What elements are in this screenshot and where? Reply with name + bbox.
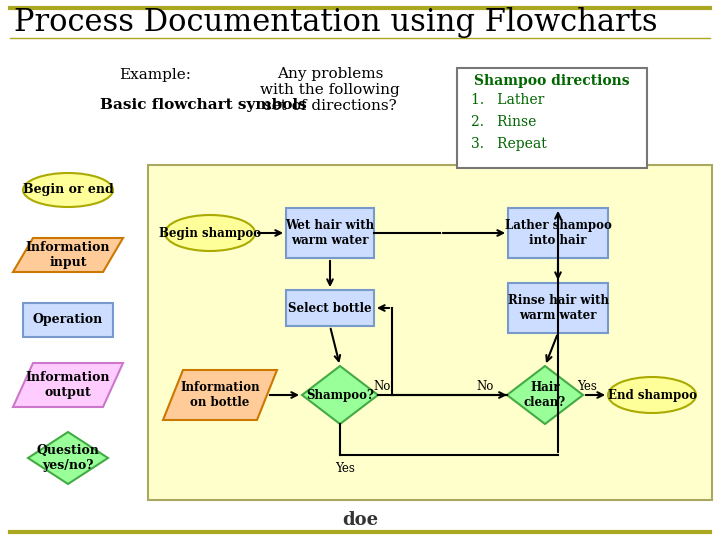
- FancyBboxPatch shape: [286, 208, 374, 258]
- Polygon shape: [13, 363, 123, 407]
- Polygon shape: [302, 366, 378, 424]
- Text: Rinse hair with
warm water: Rinse hair with warm water: [508, 294, 608, 322]
- FancyBboxPatch shape: [148, 165, 712, 500]
- Text: Lather shampoo
into hair: Lather shampoo into hair: [505, 219, 611, 247]
- Text: 2.   Rinse: 2. Rinse: [471, 115, 536, 129]
- FancyBboxPatch shape: [286, 290, 374, 326]
- Polygon shape: [28, 432, 108, 484]
- FancyBboxPatch shape: [508, 208, 608, 258]
- Text: Yes: Yes: [577, 381, 597, 394]
- Text: 1.   Lather: 1. Lather: [471, 93, 544, 107]
- Text: End shampoo: End shampoo: [608, 388, 696, 402]
- FancyBboxPatch shape: [457, 68, 647, 168]
- Text: Hair
clean?: Hair clean?: [524, 381, 566, 409]
- Text: Information
on bottle: Information on bottle: [180, 381, 260, 409]
- Text: Begin or end: Begin or end: [22, 184, 113, 197]
- Text: Wet hair with
warm water: Wet hair with warm water: [285, 219, 374, 247]
- Text: Process Documentation using Flowcharts: Process Documentation using Flowcharts: [14, 8, 657, 38]
- Text: Operation: Operation: [33, 314, 103, 327]
- Polygon shape: [163, 370, 277, 420]
- Text: Begin shampoo: Begin shampoo: [159, 226, 261, 240]
- Text: Information
output: Information output: [26, 371, 110, 399]
- Text: Question
yes/no?: Question yes/no?: [37, 444, 99, 472]
- Ellipse shape: [23, 173, 113, 207]
- Text: Basic flowchart symbols: Basic flowchart symbols: [100, 98, 307, 112]
- FancyBboxPatch shape: [508, 283, 608, 333]
- Text: Yes: Yes: [335, 462, 355, 476]
- Ellipse shape: [165, 215, 255, 251]
- Text: Information
input: Information input: [26, 241, 110, 269]
- Text: doe: doe: [342, 511, 378, 529]
- Polygon shape: [13, 238, 123, 272]
- Polygon shape: [507, 366, 583, 424]
- Text: 3.   Repeat: 3. Repeat: [471, 137, 546, 151]
- Text: Shampoo directions: Shampoo directions: [474, 74, 630, 88]
- Text: Select bottle: Select bottle: [288, 301, 372, 314]
- Ellipse shape: [608, 377, 696, 413]
- Text: Shampoo?: Shampoo?: [306, 388, 374, 402]
- Text: Example:: Example:: [119, 68, 191, 82]
- Text: Any problems
with the following
set of directions?: Any problems with the following set of d…: [260, 67, 400, 113]
- FancyBboxPatch shape: [23, 303, 113, 337]
- Text: No: No: [477, 381, 494, 394]
- Text: No: No: [373, 381, 391, 394]
